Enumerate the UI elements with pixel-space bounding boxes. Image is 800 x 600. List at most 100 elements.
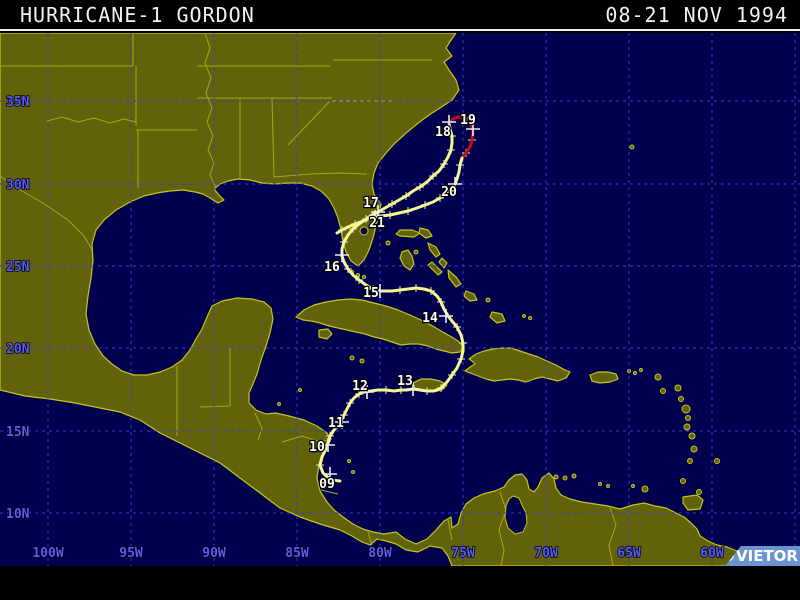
land-puerto-rico [589,371,619,384]
political-border [271,97,275,178]
island-dot [356,273,360,277]
land-grand-bahama [395,229,421,238]
track-day-label-12: 12 [352,379,368,394]
longitude-label: 75W [451,546,475,561]
island-dot [678,396,684,402]
island-dot [674,384,682,392]
track-day-label-15: 15 [363,286,379,301]
political-border [0,175,93,251]
track-day-label-13: 13 [397,374,413,389]
island-dot [654,373,662,381]
track-day-label-18: 18 [435,125,451,140]
track-tick-day-09 [323,467,337,481]
track-day-label-20: 20 [441,185,457,200]
track-segment-tropical-1 [318,121,465,483]
longitude-label: 80W [368,546,392,561]
latitude-label: 15N [6,425,30,440]
track-tick-day-10 [321,438,335,452]
longitude-label: 70W [534,546,558,561]
date-range: 08-21 NOV 1994 [605,2,788,27]
island-dot [696,489,702,495]
island-dot [562,475,568,481]
track-tick-day-20 [448,177,462,191]
island-dot [687,458,693,464]
island-dot [413,249,419,255]
longitude-label: 100W [32,546,63,561]
watermark-text: ©VIETOR [721,547,798,565]
island-dot [522,314,526,318]
land-isla-juventud [318,328,333,340]
island-dot [685,415,691,421]
lake-okeechobee [359,226,369,236]
political-border [320,489,339,495]
island-dot [690,445,698,453]
political-border [204,33,217,189]
political-border [273,172,368,178]
political-border [199,405,231,408]
land-crooked-island [463,290,478,302]
longitude-label: 85W [285,546,309,561]
island-dot [639,368,643,372]
track-tick-day-15 [373,284,387,298]
track-day-label-14: 14 [422,311,438,326]
political-border [498,491,507,566]
longitude-label: 90W [202,546,226,561]
island-dot [385,240,391,246]
latitude-label: 25N [6,260,30,275]
political-border [46,116,137,124]
lake-maracaibo [504,495,528,535]
track-tick-day-16 [335,248,349,262]
track-day-label-09: 09 [319,477,335,492]
longitude-label: 60W [700,546,724,561]
island-dot [351,470,355,474]
island-dot [485,297,491,303]
land-abaco [418,227,433,239]
track-tick-day-12 [360,385,374,399]
track-tick-day-19 [466,122,480,136]
island-dot [571,473,577,479]
land-inagua [489,311,506,324]
island-dot [528,316,532,320]
island-dot [660,388,666,394]
track-day-label-21: 21 [369,216,385,231]
island-dot [277,402,281,406]
track-day-label-17: 17 [363,196,379,211]
land-long-island [447,269,462,288]
track-tick-day-13 [406,382,420,396]
track-tick-day-18 [442,115,456,129]
track-day-label-11: 11 [328,416,344,431]
political-border [447,519,453,541]
political-border [608,507,617,566]
island-dot [680,478,686,484]
political-border [367,531,373,546]
island-dot [683,423,691,431]
track-day-label-16: 16 [324,260,340,275]
land-exuma [427,261,443,276]
island-dot [347,459,351,463]
land-cat-island [438,257,448,269]
island-dot [606,484,610,488]
island-dot [633,371,637,375]
island-dot [349,355,355,361]
track-tick-day-14 [439,309,453,323]
track-day-label-19: 19 [460,113,476,128]
island-dot [681,404,691,414]
longitude-label: 65W [617,546,641,561]
political-border [287,100,331,146]
island-dot [714,458,720,464]
island-dot [688,432,696,440]
track-day-label-10: 10 [309,440,325,455]
political-border [281,435,331,443]
island-dot [362,275,366,279]
land-andros [399,249,415,271]
island-dot [359,358,365,364]
latitude-label: 35N [6,95,30,110]
vietor-watermark: ©VIETOR [725,546,800,566]
page-title: HURRICANE-1 GORDON [20,2,255,27]
track-tick-day-11 [335,415,349,429]
island-dot [598,482,602,486]
latitude-label: 30N [6,178,30,193]
map-layers: 100W95W90W85W80W75W70W65W60W55W35N30N25N… [0,33,800,566]
political-border [254,412,263,441]
